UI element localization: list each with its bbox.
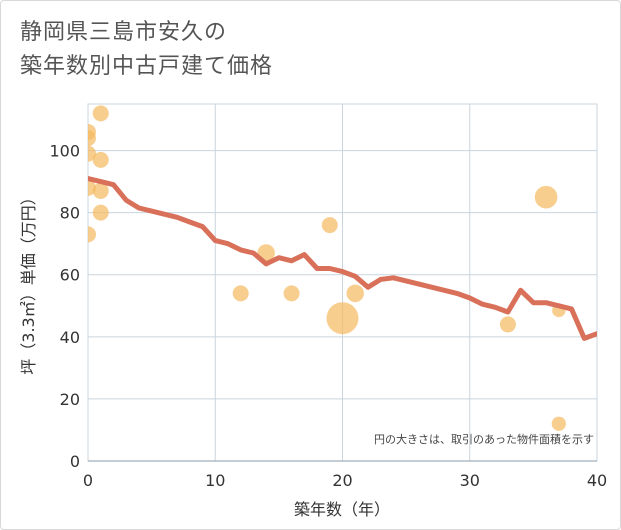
data-point	[92, 204, 109, 221]
tick-labels: 0 10 20 30 40 0 20 40 60 80 100	[49, 142, 607, 490]
x-tick-label: 30	[460, 471, 480, 490]
y-tick-label: 80	[60, 204, 80, 223]
x-tick-label: 10	[205, 471, 225, 490]
chart-title-line-1: 静岡県三島市安久の	[20, 20, 228, 45]
average-price-line	[88, 176, 597, 341]
data-point	[88, 130, 96, 147]
chart-title-line-2: 築年数別中古戸建て価格	[20, 54, 274, 79]
data-point	[88, 226, 96, 243]
data-point	[326, 302, 359, 335]
y-tick-label: 0	[70, 452, 80, 471]
bubble-series	[88, 105, 566, 431]
data-point	[92, 151, 109, 168]
data-point	[321, 217, 338, 234]
x-axis-label: 築年数（年）	[294, 500, 390, 519]
y-tick-label: 60	[60, 266, 80, 285]
chart-title: 静岡県三島市安久の 築年数別中古戸建て価格	[20, 16, 273, 84]
size-note: 円の大きさは、取引のあった物件面積を示す	[374, 432, 594, 446]
data-point	[232, 285, 249, 302]
data-point	[551, 416, 566, 431]
trend-series	[88, 176, 597, 341]
y-tick-label: 20	[60, 390, 80, 409]
y-tick-label: 40	[60, 328, 80, 347]
data-point	[499, 316, 516, 333]
data-point	[346, 284, 364, 303]
data-point	[534, 185, 558, 209]
x-tick-label: 20	[332, 471, 352, 490]
data-point	[92, 182, 109, 199]
data-point	[283, 285, 300, 302]
grid	[88, 104, 597, 462]
data-point	[92, 105, 109, 122]
x-tick-label: 0	[83, 471, 93, 490]
x-tick-label: 40	[587, 471, 607, 490]
y-axis-label: 坪（3.3㎡）単価（万円）	[19, 189, 38, 374]
y-tick-label: 100	[49, 142, 80, 161]
